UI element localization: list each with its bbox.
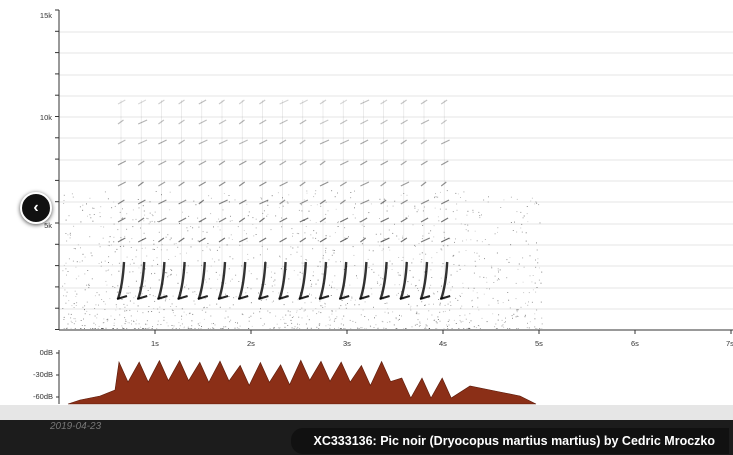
waveform-panel xyxy=(56,350,537,405)
time-label-3s: 3s xyxy=(343,339,351,348)
time-label-1s: 1s xyxy=(151,339,159,348)
spectrogram-noise xyxy=(62,190,543,329)
recording-date: 2019-04-23 xyxy=(50,421,102,432)
freq-label-15k: 15k xyxy=(39,11,52,20)
spectrogram-grid xyxy=(59,31,733,310)
footer-info-strip xyxy=(0,405,733,420)
y-axis-ticks xyxy=(55,9,59,330)
time-label-2s: 2s xyxy=(247,339,255,348)
x-axis-ticks xyxy=(154,330,732,334)
db-label-30: -30dB xyxy=(32,370,53,379)
spectrogram-calls xyxy=(116,261,451,300)
db-label-0: 0dB xyxy=(39,348,53,357)
freq-label-5k: 5k xyxy=(44,221,52,230)
freq-label-10k: 10k xyxy=(39,113,52,122)
previous-button[interactable]: ‹ xyxy=(20,192,52,224)
time-label-5s: 5s xyxy=(535,339,543,348)
db-label-60: -60dB xyxy=(32,392,53,401)
spectrogram-plot xyxy=(55,9,733,405)
spectrogram-harmonics xyxy=(117,99,450,300)
time-label-7s: 7s xyxy=(726,339,733,348)
waveform-envelope xyxy=(67,359,537,405)
time-label-4s: 4s xyxy=(439,339,447,348)
chevron-left-icon: ‹ xyxy=(33,199,39,216)
time-label-6s: 6s xyxy=(631,339,639,348)
spectrogram-viewer: 15k 10k 5k 1s 2s 3s 4s 5s 6s 7s 0dB -30d… xyxy=(20,9,733,405)
recording-caption: XC333136: Pic noir (Dryocopus martius ma… xyxy=(291,428,729,454)
